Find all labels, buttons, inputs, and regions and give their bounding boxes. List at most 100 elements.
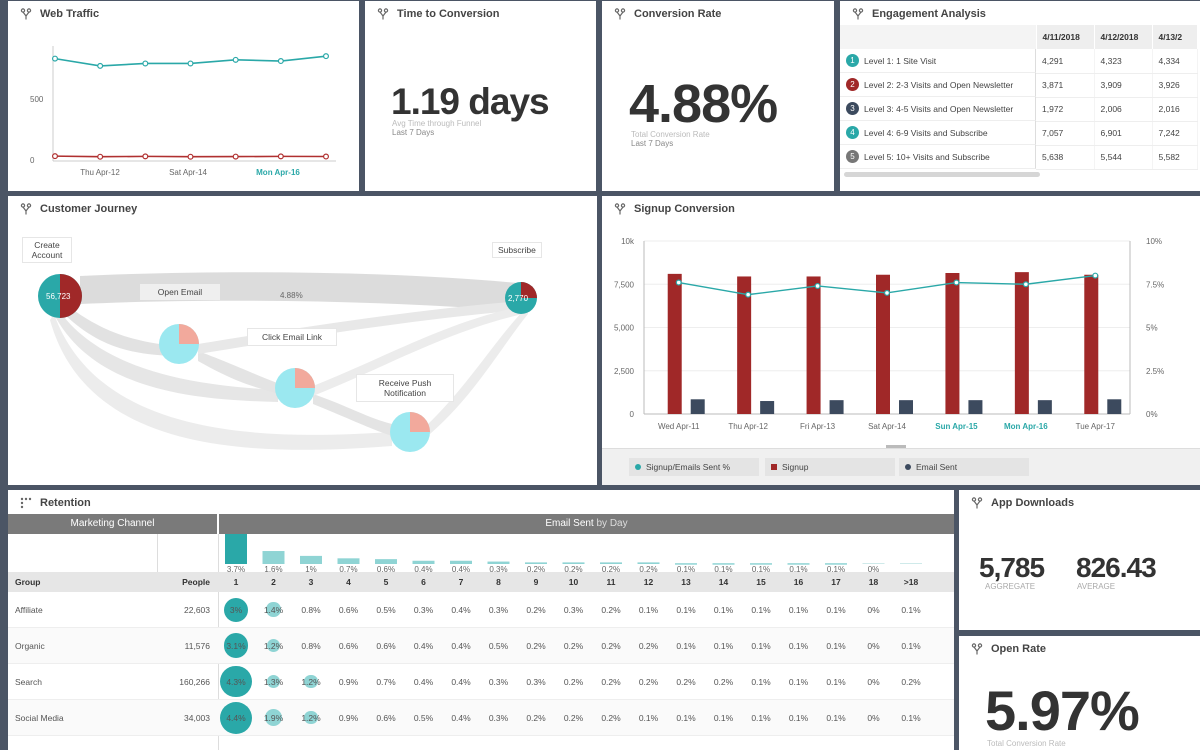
- rate-point[interactable]: [884, 289, 891, 296]
- rate-point[interactable]: [745, 291, 752, 298]
- engagement-row[interactable]: 1 Level 1: 1 Site Visit 4,291 4,323 4,334: [840, 49, 1198, 74]
- summary-bar[interactable]: [412, 560, 435, 564]
- signup-bar[interactable]: [667, 273, 682, 414]
- legend-drag-handle[interactable]: [886, 445, 906, 448]
- summary-bar[interactable]: [712, 563, 735, 565]
- retention-bubble[interactable]: [304, 710, 318, 725]
- engagement-col-3[interactable]: 4/13/2: [1152, 25, 1198, 49]
- rate-point[interactable]: [814, 282, 821, 289]
- flow-main[interactable]: [80, 272, 528, 312]
- rate-point[interactable]: [953, 279, 960, 286]
- signup-bar[interactable]: [1014, 272, 1029, 414]
- engagement-value-cell: 6,901: [1094, 121, 1153, 146]
- final-pie[interactable]: [390, 412, 430, 452]
- retention-value: 0.2%: [563, 712, 584, 723]
- retention-bubble[interactable]: [223, 633, 249, 658]
- engagement-row[interactable]: 3 Level 3: 4-5 Visits and Open Newsletter…: [840, 97, 1198, 122]
- summary-bar[interactable]: [450, 560, 472, 564]
- series-point[interactable]: [232, 56, 239, 63]
- retention-bubble[interactable]: [266, 638, 281, 653]
- series-point[interactable]: [142, 60, 149, 67]
- engagement-col-2[interactable]: 4/12/2018: [1094, 25, 1153, 49]
- retention-row[interactable]: Organic 11,576 3.1% 1.2% 0.8% 0.6% 0.6% 0.4% 0.4…: [8, 628, 954, 664]
- engagement-row[interactable]: 5 Level 5: 10+ Visits and Subscribe 5,638 5…: [840, 145, 1198, 170]
- legend-item-rate[interactable]: Signup/Emails Sent %: [629, 458, 759, 476]
- flow-to-end-low[interactable]: [50, 314, 392, 450]
- flow-push-to-sub[interactable]: [313, 306, 523, 396]
- flow-click-to-push[interactable]: [198, 351, 280, 394]
- summary-bar[interactable]: [787, 563, 810, 565]
- flow-to-click[interactable]: [64, 306, 173, 356]
- summary-bar[interactable]: [375, 559, 397, 564]
- series-point[interactable]: [142, 153, 149, 160]
- legend-item-email[interactable]: Email Sent: [899, 458, 1029, 476]
- series-point[interactable]: [97, 153, 104, 160]
- series-point[interactable]: [232, 153, 239, 160]
- retention-bubble[interactable]: [266, 674, 281, 689]
- summary-bar[interactable]: [637, 562, 660, 564]
- summary-bar[interactable]: [525, 562, 547, 564]
- summary-bar[interactable]: [750, 563, 772, 565]
- signup-bar[interactable]: [806, 276, 821, 414]
- series-point[interactable]: [277, 58, 284, 65]
- engagement-col-1[interactable]: 4/11/2018: [1036, 25, 1095, 49]
- summary-bar[interactable]: [225, 534, 247, 564]
- summary-bar[interactable]: [337, 558, 360, 564]
- summary-bar[interactable]: [487, 561, 510, 564]
- email-sent-bar[interactable]: [1107, 399, 1122, 414]
- retention-bubble[interactable]: [224, 597, 248, 622]
- retention-bubble[interactable]: [266, 602, 281, 617]
- email-sent-bar[interactable]: [968, 400, 983, 414]
- summary-bar[interactable]: [825, 563, 847, 565]
- rate-point[interactable]: [675, 279, 682, 286]
- flow-to-push[interactable]: [56, 312, 278, 402]
- series-point[interactable]: [51, 55, 58, 62]
- series-point[interactable]: [97, 62, 104, 69]
- summary-bar[interactable]: [900, 563, 922, 564]
- email-sent-bar[interactable]: [829, 400, 844, 414]
- signup-bar[interactable]: [1084, 274, 1099, 414]
- create-account-pie[interactable]: 56,723: [38, 274, 82, 318]
- flow-low-to-sub[interactable]: [426, 308, 528, 434]
- engagement-scrollbar[interactable]: [844, 172, 1040, 177]
- push-notification-pie[interactable]: [275, 368, 315, 408]
- series-point[interactable]: [187, 153, 194, 160]
- series-point[interactable]: [323, 153, 330, 160]
- summary-bar[interactable]: [862, 563, 885, 564]
- series-point[interactable]: [187, 60, 194, 67]
- summary-bar[interactable]: [562, 562, 585, 564]
- summary-bar[interactable]: [300, 555, 322, 564]
- signup-bar[interactable]: [737, 276, 752, 414]
- retention-value: 0.1%: [901, 640, 921, 651]
- signup-bar[interactable]: [876, 274, 890, 414]
- email-sent-bar[interactable]: [690, 399, 705, 414]
- engagement-row[interactable]: 2 Level 2: 2-3 Visits and Open Newsletter…: [840, 73, 1198, 98]
- email-sent-bar[interactable]: [899, 400, 913, 414]
- rate-point[interactable]: [1022, 281, 1029, 288]
- retention-bubble[interactable]: [220, 665, 252, 698]
- email-sent-bar[interactable]: [1037, 400, 1052, 414]
- signup-bar[interactable]: [945, 273, 960, 414]
- rate-point[interactable]: [1092, 272, 1099, 279]
- retention-value: 1.4%: [263, 604, 284, 615]
- retention-bubble[interactable]: [220, 701, 252, 734]
- retention-row[interactable]: Search 160,266 4.3% 1.3% 1.2% 0.9% 0.7% 0.4% 0.4…: [8, 664, 954, 700]
- series-point[interactable]: [277, 153, 284, 160]
- engagement-row[interactable]: 4 Level 4: 6-9 Visits and Subscribe 7,057 6…: [840, 121, 1198, 146]
- summary-bar[interactable]: [600, 562, 622, 564]
- retention-value-cell: 0.1%: [706, 628, 742, 663]
- click-email-pie[interactable]: [159, 324, 199, 364]
- flow-push-to-end[interactable]: [313, 394, 392, 436]
- series-point[interactable]: [51, 153, 58, 160]
- summary-bar[interactable]: [675, 563, 697, 565]
- retention-bubble[interactable]: [264, 708, 283, 727]
- subscribe-pie[interactable]: 2,770: [505, 282, 537, 314]
- retention-title-wrap: Retention: [20, 497, 91, 509]
- retention-row[interactable]: Social Media 34,003 4.4% 1.9% 1.2% 0.9% 0.6% 0.…: [8, 700, 954, 736]
- summary-bar[interactable]: [262, 551, 285, 564]
- legend-item-signup[interactable]: Signup: [765, 458, 895, 476]
- retention-row[interactable]: Affiliate 22,603 3% 1.4% 0.8% 0.6% 0.5% 0.3% 0.4…: [8, 592, 954, 628]
- email-sent-bar[interactable]: [760, 401, 775, 414]
- series-point[interactable]: [323, 53, 330, 60]
- retention-bubble[interactable]: [304, 674, 318, 689]
